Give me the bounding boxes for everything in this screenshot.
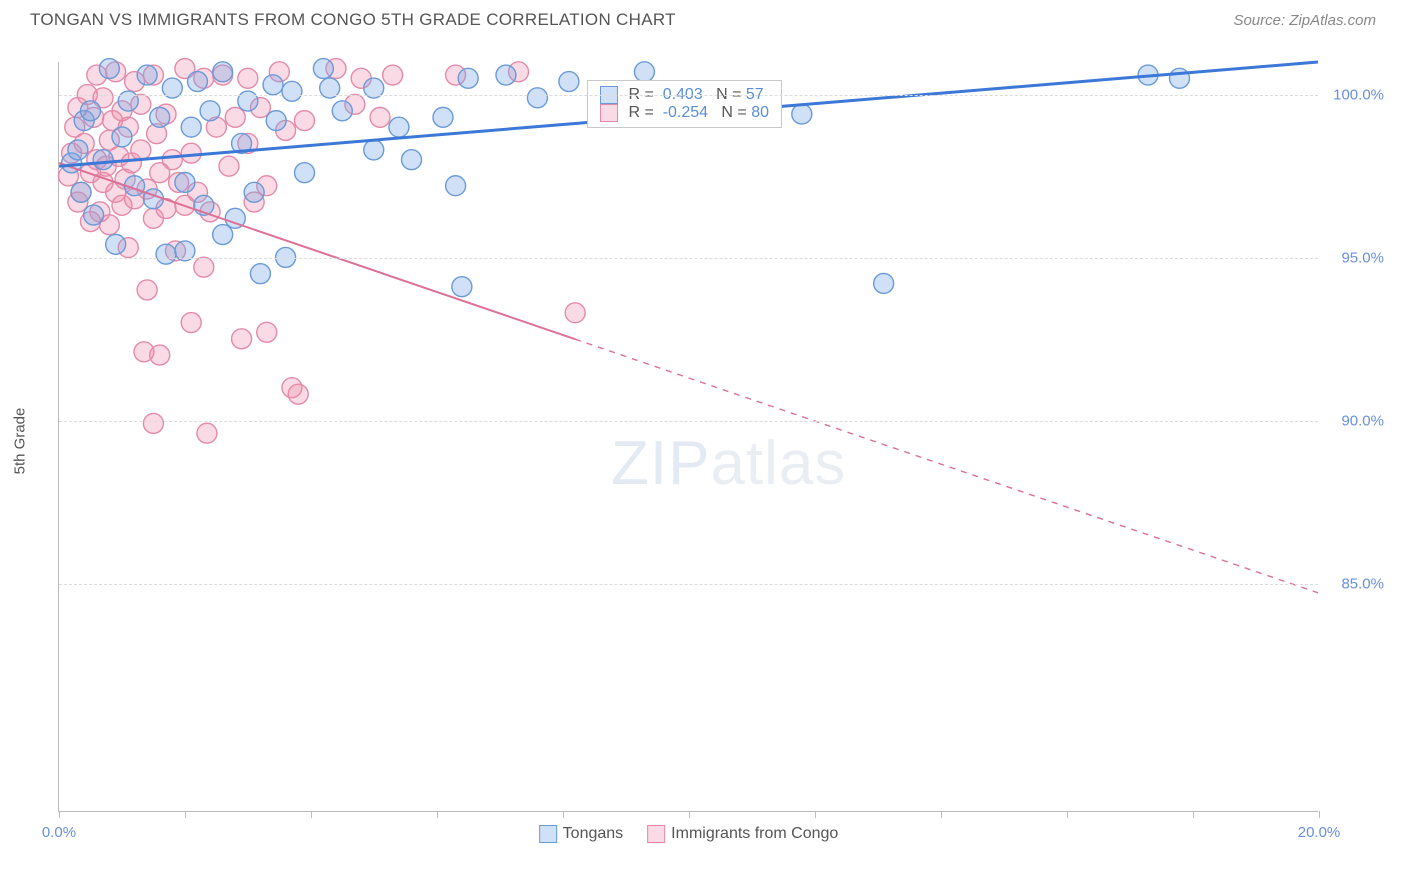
regression-line-extrapolated — [575, 339, 1318, 593]
scatter-point — [295, 163, 315, 183]
scatter-point — [364, 140, 384, 160]
y-tick-label: 90.0% — [1341, 412, 1384, 429]
scatter-point — [266, 111, 286, 131]
scatter-point — [288, 384, 308, 404]
scatter-point — [527, 88, 547, 108]
scatter-point — [106, 234, 126, 254]
stats-row: R = -0.254 N = 80 — [600, 104, 769, 122]
x-tick — [689, 811, 690, 818]
scatter-point — [181, 313, 201, 333]
scatter-point — [250, 264, 270, 284]
source-attribution: Source: ZipAtlas.com — [1233, 12, 1376, 29]
scatter-point — [131, 140, 151, 160]
scatter-point — [446, 176, 466, 196]
x-tick — [437, 811, 438, 818]
correlation-stats-box: R = 0.403 N = 57 R = -0.254 N = 80 — [587, 80, 782, 128]
scatter-point — [458, 68, 478, 88]
scatter-point — [175, 173, 195, 193]
scatter-point — [197, 423, 217, 443]
scatter-point — [370, 107, 390, 127]
plot-area: ZIPatlas R = 0.403 N = 57 R = -0.254 N =… — [58, 62, 1318, 812]
scatter-point — [187, 72, 207, 92]
scatter-point — [112, 127, 132, 147]
scatter-point — [150, 345, 170, 365]
scatter-point — [332, 101, 352, 121]
scatter-point — [263, 75, 283, 95]
scatter-point — [402, 150, 422, 170]
x-tick — [815, 811, 816, 818]
scatter-point — [313, 59, 333, 79]
chart-title: TONGAN VS IMMIGRANTS FROM CONGO 5TH GRAD… — [30, 10, 676, 30]
scatter-point — [244, 182, 264, 202]
scatter-point — [71, 182, 91, 202]
scatter-point — [238, 68, 258, 88]
scatter-point — [565, 303, 585, 323]
x-tick — [311, 811, 312, 818]
x-tick — [1319, 811, 1320, 818]
x-tick — [941, 811, 942, 818]
scatter-point — [257, 322, 277, 342]
scatter-point — [137, 65, 157, 85]
x-tick — [1067, 811, 1068, 818]
y-tick-label: 100.0% — [1333, 86, 1384, 103]
x-tick — [1193, 811, 1194, 818]
gridline — [59, 584, 1318, 585]
scatter-point — [792, 104, 812, 124]
y-axis-label: 5th Grade — [12, 408, 29, 475]
scatter-point — [143, 413, 163, 433]
scatter-point — [496, 65, 516, 85]
scatter-point — [213, 62, 233, 82]
scatter-point — [232, 329, 252, 349]
scatter-point — [150, 107, 170, 127]
scatter-point — [282, 81, 302, 101]
legend-label: Immigrants from Congo — [671, 825, 838, 843]
y-tick-label: 95.0% — [1341, 249, 1384, 266]
gridline — [59, 421, 1318, 422]
legend-swatch — [647, 825, 665, 843]
scatter-point — [181, 143, 201, 163]
scatter-point — [383, 65, 403, 85]
scatter-point — [194, 257, 214, 277]
scatter-point — [84, 205, 104, 225]
scatter-point — [156, 244, 176, 264]
legend-item: Tongans — [539, 825, 624, 843]
legend-swatch — [600, 104, 618, 122]
scatter-point — [213, 225, 233, 245]
scatter-point — [634, 62, 654, 82]
y-tick-label: 85.0% — [1341, 575, 1384, 592]
scatter-svg — [59, 62, 1318, 811]
scatter-point — [433, 107, 453, 127]
gridline — [59, 258, 1318, 259]
x-tick-label: 0.0% — [42, 824, 76, 841]
scatter-point — [99, 59, 119, 79]
scatter-point — [80, 101, 100, 121]
x-tick-label: 20.0% — [1298, 824, 1341, 841]
scatter-point — [68, 140, 88, 160]
scatter-point — [200, 101, 220, 121]
scatter-point — [181, 117, 201, 137]
scatter-point — [93, 150, 113, 170]
legend-swatch — [539, 825, 557, 843]
scatter-point — [225, 107, 245, 127]
scatter-point — [137, 280, 157, 300]
scatter-point — [559, 72, 579, 92]
scatter-point — [295, 111, 315, 131]
legend-label: Tongans — [563, 825, 624, 843]
x-tick — [59, 811, 60, 818]
x-tick — [185, 811, 186, 818]
legend-item: Immigrants from Congo — [647, 825, 838, 843]
chart-container: 5th Grade ZIPatlas R = 0.403 N = 57 R = … — [24, 46, 1380, 836]
gridline — [59, 95, 1318, 96]
scatter-point — [219, 156, 239, 176]
scatter-point — [874, 273, 894, 293]
scatter-point — [162, 150, 182, 170]
scatter-point — [1170, 68, 1190, 88]
scatter-point — [452, 277, 472, 297]
x-tick — [563, 811, 564, 818]
series-legend: Tongans Immigrants from Congo — [539, 825, 839, 843]
scatter-point — [389, 117, 409, 137]
